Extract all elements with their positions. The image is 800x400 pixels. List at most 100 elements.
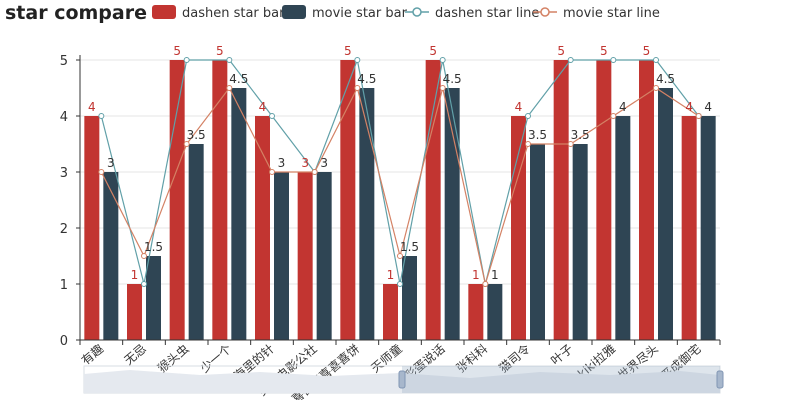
bar: [468, 284, 484, 340]
legend-swatch: [152, 5, 176, 19]
x-category-label: 叶子: [548, 342, 575, 368]
bar: [188, 144, 204, 340]
bar: [212, 60, 228, 340]
line-point: [354, 85, 361, 91]
bar: [444, 88, 460, 340]
bar: [615, 116, 631, 340]
legend-label: dashen star line: [435, 6, 539, 21]
bar: [383, 284, 398, 340]
bar-value-label: 1: [472, 268, 480, 282]
bar-value-label: 4: [704, 100, 712, 114]
bar: [700, 116, 716, 340]
bar-value-label: 3: [107, 156, 115, 170]
y-tick-label: 2: [60, 222, 68, 237]
line-point: [269, 113, 275, 119]
legend[interactable]: dashen star bar movie star bar dashen star…: [152, 5, 660, 21]
bar-value-label: 1.5: [400, 240, 419, 254]
bar-value-label: 4.5: [229, 72, 248, 86]
x-category-label: 无忌: [122, 342, 149, 368]
bar-value-label: 5: [216, 44, 224, 58]
line-point: [98, 169, 105, 175]
bar: [681, 116, 697, 340]
bar-value-label: 4: [619, 100, 627, 114]
bar-value-label: 5: [344, 44, 352, 58]
y-tick-label: 1: [60, 278, 68, 293]
line-point: [354, 57, 361, 63]
line-point: [226, 57, 233, 63]
line-point: [567, 141, 574, 147]
bar-value-label: 4.5: [357, 72, 376, 86]
bar: [169, 60, 185, 340]
bar-value-label: 4: [685, 100, 693, 114]
bar: [84, 116, 100, 340]
line-point: [525, 141, 531, 147]
line-point: [610, 57, 617, 63]
line-point: [695, 113, 702, 119]
bar-value-label: 3: [278, 156, 286, 170]
bar: [572, 144, 588, 340]
zoom-handle: [398, 370, 406, 389]
line-point: [226, 85, 233, 91]
line-point: [525, 113, 531, 119]
bar-value-label: 5: [557, 44, 565, 58]
bar: [103, 172, 119, 340]
line-point: [183, 57, 190, 63]
bar-value-label: 5: [600, 44, 608, 58]
x-category-label: 有趣: [78, 341, 106, 368]
bar-value-label: 1: [387, 268, 395, 282]
line-point: [567, 57, 574, 63]
bar-value-label: 5: [429, 44, 437, 58]
data-zoom-slider[interactable]: [83, 365, 724, 394]
line-point: [141, 253, 147, 259]
bar-value-label: 3.5: [528, 128, 547, 142]
legend-swatch: [282, 5, 306, 19]
bar: [530, 144, 545, 340]
bar-value-label: 1: [491, 268, 499, 282]
line-point: [141, 281, 147, 287]
line-point: [397, 253, 403, 259]
bar: [340, 60, 356, 340]
y-tick-label: 3: [60, 166, 68, 181]
bar-value-label: 3: [320, 156, 328, 170]
line-point: [653, 57, 659, 63]
bar-value-label: 4.5: [443, 72, 462, 86]
bar-value-label: 4: [88, 100, 96, 114]
bar-value-label: 3.5: [187, 128, 206, 142]
bar: [639, 60, 654, 340]
line-point: [311, 169, 318, 175]
legend-label: movie star line: [563, 6, 660, 21]
bar-value-label: 4.5: [656, 72, 675, 86]
bars: [84, 60, 716, 340]
legend-swatch-marker: [412, 7, 422, 17]
line-point: [610, 113, 617, 119]
x-category-label: 猴头虫: [155, 342, 192, 376]
bar: [658, 88, 673, 340]
bar: [231, 88, 247, 340]
bar: [487, 284, 503, 340]
line-point: [397, 281, 403, 287]
bar-value-label: 4: [515, 100, 523, 114]
bar-value-label: 5: [643, 44, 651, 58]
line-point: [183, 141, 190, 147]
legend-label: movie star bar: [312, 6, 408, 21]
bar: [596, 60, 612, 340]
bar-value-label: 3.5: [571, 128, 590, 142]
line-point: [653, 85, 659, 91]
bar: [425, 60, 441, 340]
bar-value-label: 1: [131, 268, 139, 282]
line-point: [439, 57, 446, 63]
x-category-label: 天师童: [368, 341, 405, 376]
y-tick-label: 0: [60, 334, 68, 349]
line-point: [439, 85, 446, 91]
bar-value-label: 1.5: [144, 240, 163, 254]
bar: [553, 60, 569, 340]
bar: [316, 172, 332, 340]
bar-value-label: 3: [301, 156, 309, 170]
zoom-selected-range: [402, 366, 720, 393]
chart-title: star compare: [5, 2, 147, 24]
bar-value-label: 5: [173, 44, 181, 58]
bar: [274, 172, 289, 340]
y-tick-label: 5: [60, 54, 68, 69]
